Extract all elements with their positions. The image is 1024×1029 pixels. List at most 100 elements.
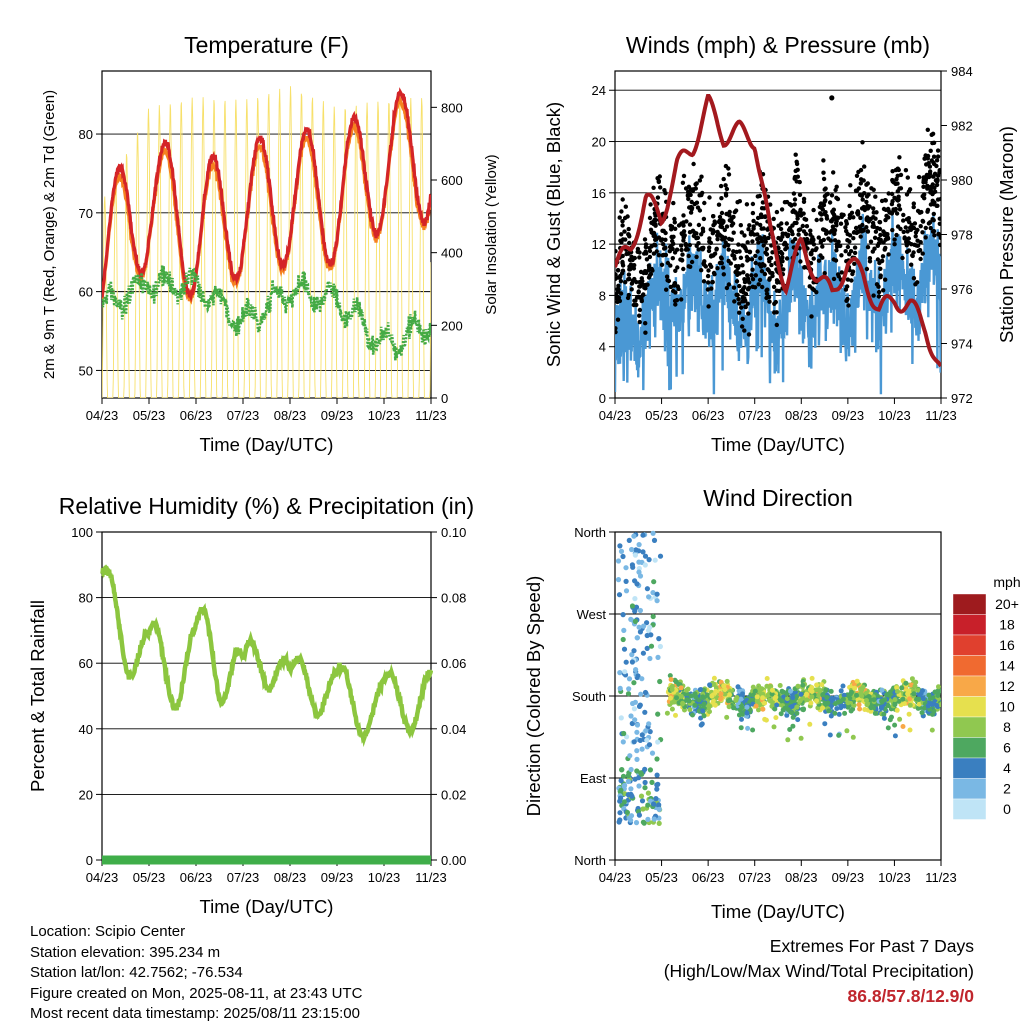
gust-point [663,191,668,196]
direction-point [779,689,785,695]
direction-point [894,707,900,713]
gust-point [892,237,897,242]
gust-point [867,256,873,261]
temp-series [102,86,431,398]
direction-point [849,689,854,695]
direction-point [895,689,900,694]
gust-point [792,174,798,180]
gust-point [896,167,901,173]
direction-point [697,687,703,693]
gust-point [685,247,690,252]
gust-point [694,254,699,260]
gust-point [934,158,940,163]
direction-point [620,612,626,618]
ytick-label: 12 [592,237,606,252]
xtick-label: 11/23 [925,870,957,885]
direction-point [633,667,639,673]
gust-point [853,225,859,231]
gust-point [898,172,904,178]
ytick-label: 70 [79,206,93,221]
gust-point [659,238,664,243]
gust-point [928,190,933,195]
gust-point [824,213,829,219]
gust-point [848,183,853,188]
direction-point [636,569,642,575]
direction-point [648,643,655,649]
gust-point [749,257,755,262]
gust-point [768,202,773,207]
gust-point [937,242,941,248]
direction-point [790,723,796,729]
direction-point [636,783,642,789]
gust-point [927,171,933,176]
gust-point [774,310,779,315]
gust-point [865,229,871,234]
gust-point [705,273,711,279]
gust-point [862,207,867,213]
gust-point [821,176,827,182]
xtick-label: 08/23 [785,870,818,885]
legend-swatch [952,778,987,800]
gust-point [874,282,880,287]
gust-point [706,248,712,254]
gust-point [668,223,673,229]
gust-point [820,255,825,260]
direction-point [701,687,707,693]
y2tick-label: 600 [441,173,463,188]
y2tick-label: 972 [951,391,973,406]
direction-point [625,773,631,779]
y2tick-label: 0.10 [441,525,466,540]
gust-point [615,249,618,254]
gust-point [739,230,744,235]
gust-point [834,223,839,228]
gust-point [900,255,905,261]
direction-point [936,687,941,693]
gust-point [852,230,857,235]
direction-point [798,735,804,741]
direction-point [673,712,678,718]
gust-point [701,216,707,222]
direction-point [819,682,825,688]
legend-label: 20+ [995,596,1019,612]
direction-point [752,688,758,694]
gust-point [763,239,768,244]
direction-point [640,806,646,812]
gust-point [864,182,869,187]
gust-point [844,228,849,234]
direction-point [838,688,844,694]
direction-point [631,680,637,686]
gust-point [890,227,895,233]
gust-point [852,261,857,266]
gust-point [623,237,628,242]
gust-point [731,249,736,254]
gust-point [626,292,631,298]
direction-point [629,793,635,799]
gust-point [903,225,908,230]
gust-point [746,257,751,262]
gust-point [686,264,691,269]
direction-point [794,694,800,699]
gust-point [789,229,794,234]
direction-point [692,702,698,708]
gust-point [889,191,895,197]
legend-swatch [952,655,987,677]
gust-point [774,209,780,215]
gust-point [894,232,899,238]
gust-point [753,260,758,266]
y2tick-label: 200 [441,318,463,333]
direction-point [620,636,626,643]
gust-point [691,161,696,167]
gust-point [681,223,686,228]
direction-point [773,715,779,721]
gust-point [682,233,687,238]
gust-point [721,265,726,270]
gust-point [724,224,730,229]
station-elevation: Station elevation: 395.234 m [30,943,221,961]
direction-point [623,659,629,665]
gust-point [664,274,670,279]
gust-point [635,246,641,252]
gust-point [731,230,736,235]
direction-point [616,592,623,598]
direction-point [637,737,643,744]
